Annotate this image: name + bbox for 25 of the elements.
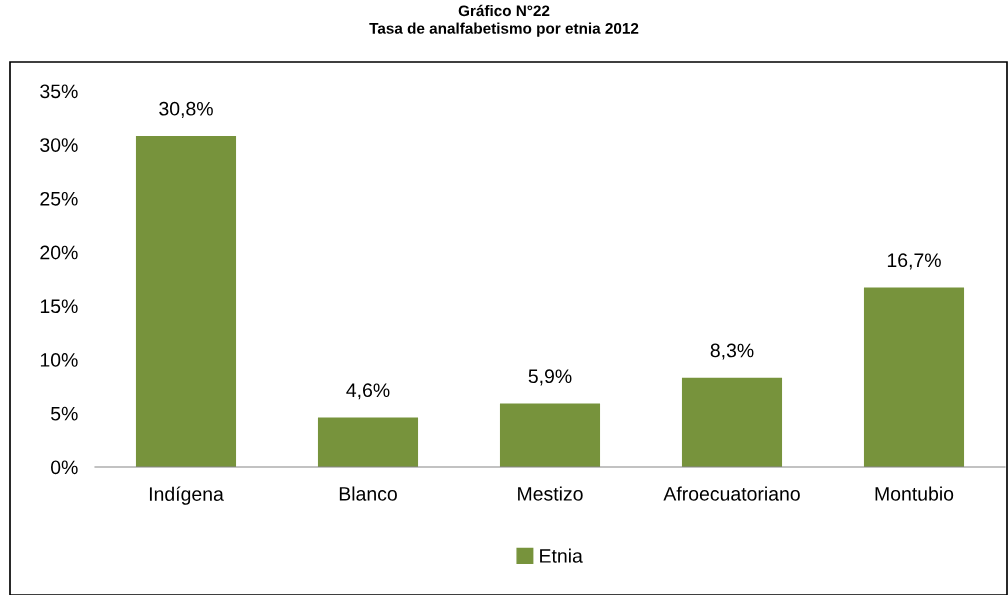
bar [317, 417, 419, 467]
y-tick-label: 30% [40, 138, 78, 152]
y-tick-label: 10% [40, 353, 78, 367]
y-tick-label: 0% [50, 460, 78, 475]
x-tick-label: Afroecuatoriano [663, 486, 800, 501]
chart-title: Gráfico N°22 Tasa de analfabetismo por etnia 2012 [369, 4, 639, 37]
bar [135, 136, 237, 467]
data-label: 30,8% [159, 101, 213, 118]
x-tick-label: Blanco [339, 486, 397, 501]
y-tick-label: 20% [40, 245, 78, 260]
x-tick-label: Montubio [875, 486, 954, 501]
legend-label: Etnia [540, 548, 583, 563]
data-label: 16,7% [887, 253, 941, 270]
y-tick-label: 5% [51, 406, 78, 421]
y-tick-label: 35% [40, 84, 78, 99]
y-tick-label: 25% [40, 191, 78, 206]
bar [681, 377, 783, 467]
bar [499, 403, 601, 467]
data-label: 4,6% [346, 383, 390, 400]
x-tick-label: Mestizo [518, 486, 583, 501]
bar [863, 287, 965, 467]
y-tick-label: 15% [40, 299, 78, 314]
data-label: 5,9% [528, 369, 572, 386]
data-label: 8,3% [710, 343, 754, 360]
x-tick-label: Indígena [149, 486, 224, 505]
